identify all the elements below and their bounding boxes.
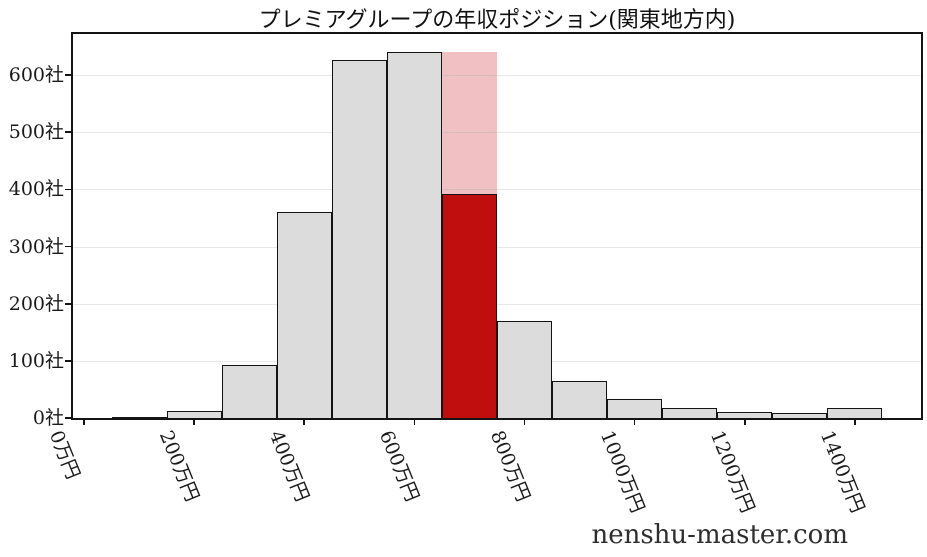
gridline-over-highlight (441, 132, 497, 134)
x-tick-mark (633, 420, 636, 425)
x-tick-label: 200万円 (155, 427, 204, 505)
watermark: nenshu-master.com (591, 520, 848, 550)
y-tick-mark (65, 245, 71, 248)
x-tick-mark (854, 420, 856, 425)
y-tick-mark (65, 417, 71, 419)
gridline (73, 189, 921, 191)
histogram-bar (607, 399, 663, 418)
x-tick-label: 600万円 (375, 427, 424, 505)
y-tick-label: 600社 (8, 64, 64, 87)
y-tick-mark (65, 131, 71, 134)
gridline (73, 75, 921, 77)
y-tick-label: 200社 (8, 292, 64, 315)
x-tick-label: 1200万円 (705, 427, 759, 516)
histogram-bar (827, 407, 883, 418)
x-tick-label: 800万円 (485, 427, 534, 505)
x-tick-mark (303, 420, 306, 425)
x-tick-label: 1400万円 (815, 427, 869, 516)
x-tick-mark (413, 420, 416, 425)
y-tick-label: 500社 (8, 121, 64, 144)
histogram-bar (552, 381, 608, 418)
gridline (73, 132, 921, 134)
x-tick-mark (193, 420, 195, 425)
x-tick-mark (83, 420, 85, 425)
x-tick-mark (743, 420, 746, 425)
y-tick-label: 300社 (8, 235, 64, 258)
histogram-bar (111, 416, 167, 418)
histogram-bar (772, 413, 828, 418)
gridline (73, 303, 921, 305)
x-tick-mark (523, 420, 526, 425)
plot-area (71, 32, 923, 420)
histogram-bar (717, 412, 773, 418)
histogram-bar (331, 59, 387, 418)
y-tick-mark (65, 302, 71, 305)
histogram-bar (276, 212, 332, 418)
x-tick-label: 1000万円 (595, 427, 649, 516)
chart-title: プレミアグループの年収ポジション(関東地方内) (258, 8, 736, 33)
y-tick-mark (65, 360, 71, 362)
x-tick-label: 0万円 (44, 427, 85, 483)
gridline-over-highlight (441, 75, 497, 77)
y-tick-label: 100社 (8, 349, 64, 372)
gridline-over-highlight (441, 189, 497, 191)
histogram-bar (497, 320, 553, 418)
x-tick-label: 400万円 (265, 427, 314, 505)
y-tick-label: 0社 (32, 407, 64, 429)
gridline (73, 246, 921, 248)
histogram-bar (221, 365, 277, 418)
y-tick-mark (65, 188, 71, 191)
y-tick-label: 400社 (8, 178, 64, 201)
y-tick-mark (65, 74, 71, 76)
highlight-bar-red (441, 194, 497, 418)
histogram-bar (386, 51, 442, 418)
histogram-bar (662, 407, 718, 418)
histogram-bar (166, 411, 222, 418)
